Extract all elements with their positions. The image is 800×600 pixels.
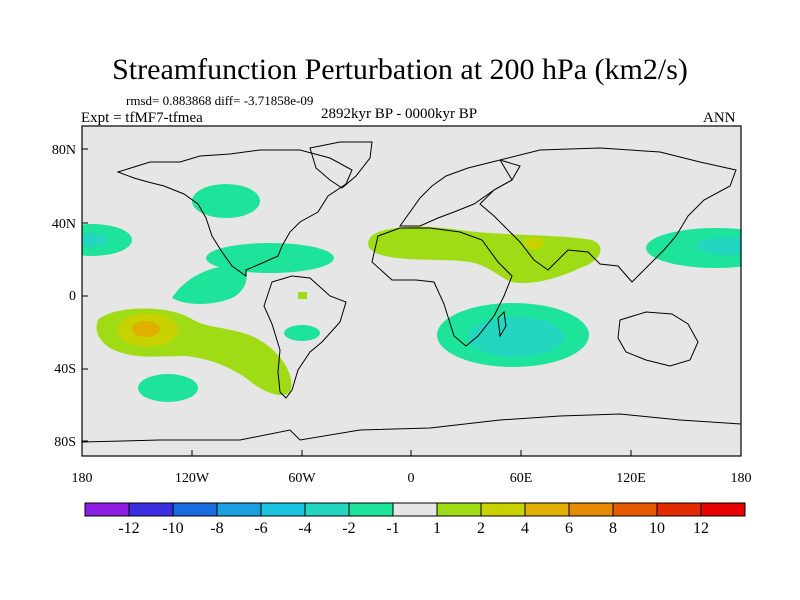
colorbar [84, 502, 746, 517]
colorbar-swatch [128, 502, 174, 517]
colorbar-labels: -12 -10 -8 -6 -4 -2 -1 1 2 4 6 8 10 12 [118, 520, 709, 537]
colorbar-swatch [568, 502, 614, 517]
colorbar-swatch [304, 502, 350, 517]
colorbar-swatch [612, 502, 658, 517]
coast-europe [399, 159, 521, 227]
contour-south-indian-inner [468, 317, 564, 357]
colorbar-label: 6 [565, 520, 573, 537]
coast-south-america [263, 275, 347, 399]
lon-tick-label: 60E [510, 471, 533, 486]
colorbar-label: -8 [210, 520, 223, 537]
colorbar-swatch [524, 502, 570, 517]
colorbar-swatch [348, 502, 394, 517]
colorbar-swatch [260, 502, 306, 517]
contour-north-pacific-negative [192, 184, 260, 218]
season-label: ANN [703, 110, 736, 126]
colorbar-label: 1 [433, 520, 441, 537]
colorbar-label: -10 [162, 520, 183, 537]
chart-title: Streamfunction Perturbation at 200 hPa (… [112, 53, 688, 86]
lat-tick-label: 40N [52, 217, 76, 232]
lon-tick-label: 120E [616, 471, 646, 486]
lon-tick-label: 120W [175, 471, 210, 486]
lon-tick-label: 180 [731, 471, 752, 486]
colorbar-label: 4 [521, 520, 529, 537]
axis-ticks [81, 148, 742, 456]
colorbar-label: 12 [693, 520, 709, 537]
colorbar-swatch [480, 502, 526, 517]
colorbar-label: -2 [342, 520, 355, 537]
lon-tick-label: 0 [408, 471, 415, 486]
coast-antarctica [82, 413, 741, 443]
contour-south-pacific-negative [138, 374, 198, 402]
coast-north-america [116, 149, 353, 277]
colorbar-label: -1 [386, 520, 399, 537]
coast-africa [371, 227, 513, 347]
rmsd-text: rmsd= 0.883868 diff= -3.71858e-09 [126, 93, 314, 108]
colorbar-label: 10 [649, 520, 665, 537]
colorbar-swatch [656, 502, 702, 517]
lat-tick-label: 40S [54, 362, 76, 377]
contour-central-america-negative [206, 243, 334, 273]
contour-east-pacific-inner [82, 233, 108, 247]
colorbar-label: -6 [254, 520, 267, 537]
coast-greenland [309, 141, 373, 189]
coast-madagascar [497, 310, 507, 338]
colorbar-label: 8 [609, 520, 617, 537]
contour-amazon-small-positive [298, 292, 307, 299]
coast-asia [479, 147, 737, 283]
colorbar-swatch [700, 502, 746, 517]
lat-tick-label: 80N [52, 143, 76, 158]
colorbar-swatch [216, 502, 262, 517]
coastlines [82, 141, 741, 443]
colorbar-swatch [436, 502, 482, 517]
lat-tick-label: 0 [69, 289, 76, 304]
colorbar-label: -12 [118, 520, 139, 537]
contour-west-pacific-inner [696, 237, 741, 255]
contour-south-pacific-positive-core [132, 321, 160, 337]
lon-tick-label: 180 [72, 471, 93, 486]
colorbar-swatch [392, 502, 438, 517]
colorbar-label: -4 [298, 520, 311, 537]
coast-australia [617, 311, 699, 367]
colorbar-swatch [84, 502, 130, 517]
contour-arabia-positive-inner [524, 237, 544, 249]
lon-tick-label: 60W [288, 471, 316, 486]
contour-tropical-pacific-negative [172, 265, 247, 304]
contour-south-america-negative [284, 325, 320, 341]
period-label: 2892kyr BP - 0000kyr BP [321, 106, 478, 122]
lat-tick-label: 80S [54, 435, 76, 450]
experiment-label: Expt = tfMF7-tfmea [81, 110, 203, 126]
contour-fills [82, 184, 741, 402]
colorbar-label: 2 [477, 520, 485, 537]
colorbar-swatch [172, 502, 218, 517]
